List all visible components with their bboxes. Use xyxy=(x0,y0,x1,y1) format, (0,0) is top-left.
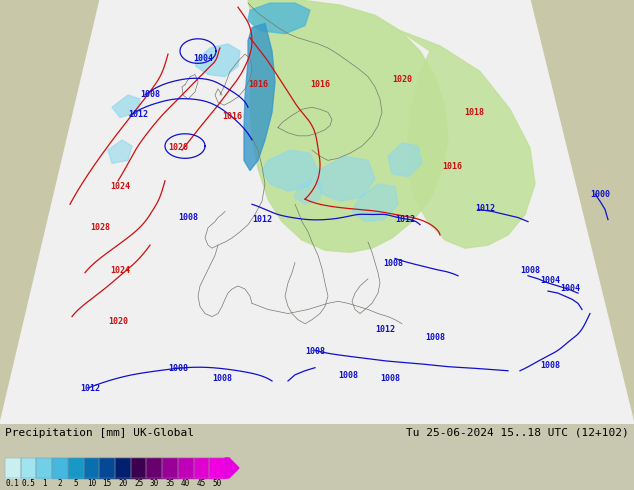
Text: 1012: 1012 xyxy=(128,110,148,120)
Text: 1008: 1008 xyxy=(212,374,232,383)
Text: 1008: 1008 xyxy=(168,364,188,373)
Text: 1024: 1024 xyxy=(110,266,130,275)
Polygon shape xyxy=(262,150,318,191)
Bar xyxy=(68,458,84,478)
Text: 1028: 1028 xyxy=(90,223,110,232)
Text: 35: 35 xyxy=(165,479,174,488)
Bar xyxy=(178,458,193,478)
Text: 1004: 1004 xyxy=(540,276,560,285)
Text: 10: 10 xyxy=(87,479,96,488)
Bar xyxy=(115,458,131,478)
Text: 1004: 1004 xyxy=(560,284,580,293)
Text: 30: 30 xyxy=(150,479,159,488)
Text: 1012: 1012 xyxy=(475,204,495,214)
Polygon shape xyxy=(244,24,275,171)
Bar xyxy=(100,458,115,478)
Bar xyxy=(36,458,52,478)
Text: 40: 40 xyxy=(181,479,190,488)
Polygon shape xyxy=(388,143,422,177)
Bar xyxy=(146,458,162,478)
Text: 1008: 1008 xyxy=(305,347,325,356)
Bar xyxy=(162,458,178,478)
Polygon shape xyxy=(195,44,240,76)
Text: 1012: 1012 xyxy=(80,384,100,393)
Text: 0.1: 0.1 xyxy=(6,479,20,488)
Bar xyxy=(84,458,100,478)
Polygon shape xyxy=(352,184,398,221)
Text: 1: 1 xyxy=(42,479,46,488)
Bar xyxy=(52,458,68,478)
Text: 1020: 1020 xyxy=(392,74,412,84)
Text: 1008: 1008 xyxy=(540,361,560,369)
Bar xyxy=(131,458,146,478)
Text: 1016: 1016 xyxy=(248,80,268,89)
Polygon shape xyxy=(248,0,448,252)
Text: 1008: 1008 xyxy=(140,90,160,99)
Polygon shape xyxy=(112,95,140,118)
Bar xyxy=(68,458,84,478)
Bar xyxy=(131,458,146,478)
Polygon shape xyxy=(108,140,132,163)
Bar xyxy=(193,458,209,478)
Text: 1018: 1018 xyxy=(464,108,484,118)
Bar xyxy=(115,458,131,478)
Text: 1012: 1012 xyxy=(395,215,415,223)
Text: 1008: 1008 xyxy=(425,333,445,342)
Text: 1008: 1008 xyxy=(338,371,358,380)
Text: 1008: 1008 xyxy=(383,259,403,268)
Text: 1016: 1016 xyxy=(222,113,242,122)
Bar xyxy=(193,458,209,478)
Text: Tu 25-06-2024 15..18 UTC (12+102): Tu 25-06-2024 15..18 UTC (12+102) xyxy=(406,428,629,438)
Text: 1012: 1012 xyxy=(252,215,272,223)
FancyArrow shape xyxy=(225,458,239,478)
Bar xyxy=(209,458,225,478)
Polygon shape xyxy=(248,3,310,34)
Text: 1020: 1020 xyxy=(108,317,128,326)
Bar xyxy=(209,458,225,478)
Bar xyxy=(5,458,21,478)
Text: 1008: 1008 xyxy=(380,374,400,383)
Text: 1024: 1024 xyxy=(110,182,130,191)
Bar xyxy=(5,458,21,478)
Text: 1016: 1016 xyxy=(442,162,462,171)
Bar xyxy=(178,458,193,478)
Polygon shape xyxy=(294,179,322,204)
Text: 50: 50 xyxy=(212,479,222,488)
Bar xyxy=(52,458,68,478)
Text: 1004: 1004 xyxy=(193,54,213,63)
Bar xyxy=(21,458,36,478)
Text: 1000: 1000 xyxy=(590,190,610,199)
Text: 1012: 1012 xyxy=(375,325,395,334)
Polygon shape xyxy=(400,31,535,248)
Text: 15: 15 xyxy=(103,479,112,488)
Bar xyxy=(162,458,178,478)
Text: Precipitation [mm] UK-Global: Precipitation [mm] UK-Global xyxy=(5,428,194,438)
Text: 20: 20 xyxy=(118,479,127,488)
Bar xyxy=(21,458,36,478)
Polygon shape xyxy=(315,156,375,201)
Bar xyxy=(100,458,115,478)
Bar xyxy=(36,458,52,478)
Text: 1008: 1008 xyxy=(178,213,198,221)
Text: 2: 2 xyxy=(58,479,62,488)
Polygon shape xyxy=(0,0,634,424)
Text: 1016: 1016 xyxy=(310,80,330,89)
Text: 1008: 1008 xyxy=(520,266,540,275)
Text: 25: 25 xyxy=(134,479,143,488)
Text: 5: 5 xyxy=(74,479,78,488)
Text: 1020: 1020 xyxy=(168,143,188,152)
Text: 0.5: 0.5 xyxy=(22,479,36,488)
Text: 45: 45 xyxy=(197,479,206,488)
Bar xyxy=(84,458,100,478)
Bar xyxy=(146,458,162,478)
